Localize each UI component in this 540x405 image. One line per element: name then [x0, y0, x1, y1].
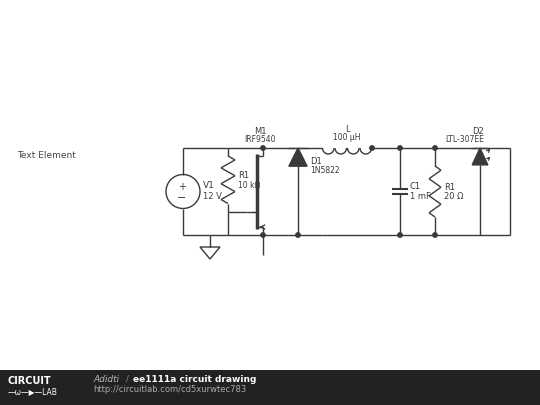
Circle shape	[398, 233, 402, 237]
Text: 100 μH: 100 μH	[333, 133, 361, 142]
Text: Text Element: Text Element	[17, 151, 76, 160]
Circle shape	[370, 146, 374, 150]
Circle shape	[261, 233, 265, 237]
Text: L: L	[345, 125, 349, 134]
Circle shape	[398, 146, 402, 150]
Text: M1: M1	[254, 127, 266, 136]
Text: 12 V: 12 V	[203, 192, 222, 201]
Text: 10 kΩ: 10 kΩ	[238, 181, 260, 190]
Text: D2: D2	[472, 127, 484, 136]
Text: /: /	[123, 375, 132, 384]
Text: 1N5822: 1N5822	[310, 166, 340, 175]
Text: http://circuitlab.com/cd5xurwtec783: http://circuitlab.com/cd5xurwtec783	[93, 386, 246, 394]
Text: ee1111a circuit drawing: ee1111a circuit drawing	[133, 375, 256, 384]
Circle shape	[261, 146, 265, 150]
Text: −: −	[177, 192, 187, 202]
Text: 1 mF: 1 mF	[410, 192, 431, 201]
Text: IRF9540: IRF9540	[244, 135, 276, 144]
Text: 20 Ω: 20 Ω	[444, 192, 463, 201]
Circle shape	[296, 233, 300, 237]
Text: R1: R1	[444, 183, 455, 192]
Circle shape	[433, 233, 437, 237]
Circle shape	[433, 146, 437, 150]
Text: Adidti: Adidti	[93, 375, 119, 384]
Bar	[0, 370, 540, 405]
Text: V1: V1	[203, 181, 215, 190]
Text: +: +	[178, 181, 186, 192]
Polygon shape	[289, 148, 307, 166]
Text: R1: R1	[238, 171, 249, 180]
Text: C1: C1	[410, 182, 421, 191]
Text: CIRCUIT: CIRCUIT	[8, 376, 52, 386]
Text: D1: D1	[310, 157, 322, 166]
Text: —ω—▶—LAB: —ω—▶—LAB	[8, 388, 58, 396]
Polygon shape	[472, 148, 488, 165]
Text: LTL-307EE: LTL-307EE	[445, 135, 484, 144]
